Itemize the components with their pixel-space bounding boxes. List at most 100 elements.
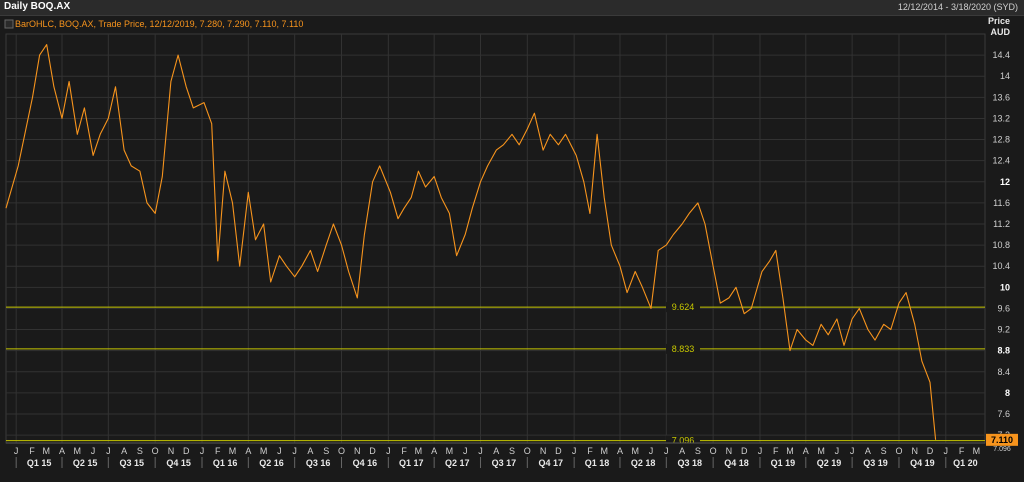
month-tick-label: A [865, 446, 871, 456]
y-tick-label: 9.6 [997, 303, 1010, 313]
quarter-tick-label: Q1 18 [585, 458, 610, 468]
month-tick-label: J [478, 446, 483, 456]
month-tick-label: O [338, 446, 345, 456]
month-tick-label: S [881, 446, 887, 456]
legend-checkbox[interactable] [4, 19, 14, 29]
month-tick-label: J [292, 446, 297, 456]
quarter-tick-label: Q4 15 [166, 458, 191, 468]
month-tick-label: F [959, 446, 965, 456]
axis-price-label: Price [988, 16, 1010, 26]
level-label: 7.096 [672, 436, 695, 446]
month-tick-label: N [911, 446, 918, 456]
month-tick-label: D [927, 446, 934, 456]
month-tick-label: D [369, 446, 376, 456]
legend: BarOHLC, BOQ.AX, Trade Price, 12/12/2019… [4, 19, 303, 29]
legend-text: BarOHLC, BOQ.AX, Trade Price, 12/12/2019… [15, 19, 303, 29]
month-tick-label: M [631, 446, 639, 456]
y-tick-label: 7.6 [997, 409, 1010, 419]
quarter-tick-label: Q2 19 [817, 458, 842, 468]
month-tick-label: O [152, 446, 159, 456]
month-tick-label: J [386, 446, 391, 456]
quarter-tick-label: Q3 19 [863, 458, 888, 468]
month-tick-label: M [229, 446, 237, 456]
month-tick-label: A [59, 446, 65, 456]
month-tick-label: D [741, 446, 748, 456]
month-tick-label: J [277, 446, 282, 456]
series-layer [5, 44, 937, 440]
month-tick-label: A [803, 446, 809, 456]
month-tick-label: S [695, 446, 701, 456]
month-tick-label: M [42, 446, 50, 456]
quarter-tick-label: Q3 15 [119, 458, 144, 468]
level-label: 9.624 [672, 302, 695, 312]
quarter-tick-label: Q2 15 [73, 458, 98, 468]
price-series-line [5, 44, 937, 440]
month-tick-label: N [726, 446, 733, 456]
month-tick-label: A [493, 446, 499, 456]
date-range: 12/12/2014 - 3/18/2020 (SYD) [897, 2, 1018, 12]
y-tick-label: 13.6 [992, 92, 1010, 102]
quarter-tick-label: Q3 16 [306, 458, 331, 468]
quarter-tick-label: Q2 16 [259, 458, 284, 468]
month-tick-label: S [323, 446, 329, 456]
month-tick-label: F [215, 446, 221, 456]
quarter-tick-label: Q2 18 [631, 458, 656, 468]
month-tick-label: M [786, 446, 794, 456]
quarter-tick-label: Q4 18 [724, 458, 749, 468]
month-tick-label: D [555, 446, 562, 456]
month-tick-label: N [540, 446, 547, 456]
y-tick-label: 8 [1005, 388, 1010, 398]
y-tick-label: 12 [1000, 177, 1010, 187]
quarter-tick-label: Q1 15 [27, 458, 52, 468]
month-tick-label: A [121, 446, 127, 456]
month-tick-label: J [944, 446, 949, 456]
chart-background [0, 16, 1024, 482]
month-tick-label: A [679, 446, 685, 456]
month-tick-label: F [773, 446, 779, 456]
last-price-badge [986, 433, 1018, 446]
quarter-tick-label: Q1 20 [953, 458, 978, 468]
level-label-bg [666, 343, 700, 354]
month-tick-label: O [895, 446, 902, 456]
month-tick-label: J [649, 446, 654, 456]
month-tick-label: M [446, 446, 454, 456]
month-tick-label: M [600, 446, 608, 456]
y-tick-label: 11.6 [993, 198, 1010, 208]
month-tick-label: A [307, 446, 313, 456]
y-tick-label: 9.2 [997, 325, 1010, 335]
month-tick-label: J [200, 446, 205, 456]
month-tick-label: N [354, 446, 361, 456]
month-tick-label: J [850, 446, 855, 456]
month-tick-label: J [463, 446, 468, 456]
month-tick-label: S [137, 446, 143, 456]
last-price-label: 7.110 [991, 435, 1013, 445]
month-tick-label: A [245, 446, 251, 456]
quarter-tick-label: Q2 17 [445, 458, 470, 468]
month-tick-label: A [617, 446, 623, 456]
price-chart[interactable]: 9.624 8.833 7.096 14.4 14 13.6 13.2 12.8 12.4 12… [0, 16, 1024, 482]
y-tick-label: 12.8 [992, 135, 1010, 145]
month-tick-label: F [29, 446, 35, 456]
level-label-bg [666, 435, 700, 446]
title-bar: Daily BOQ.AX 12/12/2014 - 3/18/2020 (SYD… [0, 0, 1024, 16]
quarter-tick-label: Q1 16 [213, 458, 238, 468]
quarter-tick-label: Q1 17 [399, 458, 424, 468]
y-tick-label: 11.2 [993, 219, 1010, 229]
month-tick-label: N [168, 446, 175, 456]
month-tick-label: J [835, 446, 840, 456]
month-tick-label: M [817, 446, 825, 456]
quarter-tick-label: Q4 19 [910, 458, 935, 468]
y-tick-label: 10.8 [992, 240, 1010, 250]
month-tick-label: J [664, 446, 669, 456]
quarter-tick-label: Q3 18 [677, 458, 702, 468]
month-tick-label: J [14, 446, 19, 456]
y-axis: 14.4 14 13.6 13.2 12.8 12.4 12 11.6 11.2 10.8 10.4… [986, 50, 1018, 453]
chart-title: Daily BOQ.AX [4, 1, 71, 12]
y-tick-label: 10.4 [992, 261, 1010, 271]
month-tick-label: F [587, 446, 593, 456]
y-tick-label: 12.4 [992, 156, 1010, 166]
month-tick-label: S [509, 446, 515, 456]
month-tick-label: O [710, 446, 717, 456]
y-tick-label: 10 [1000, 282, 1010, 292]
axis-currency-label: AUD [991, 27, 1011, 37]
